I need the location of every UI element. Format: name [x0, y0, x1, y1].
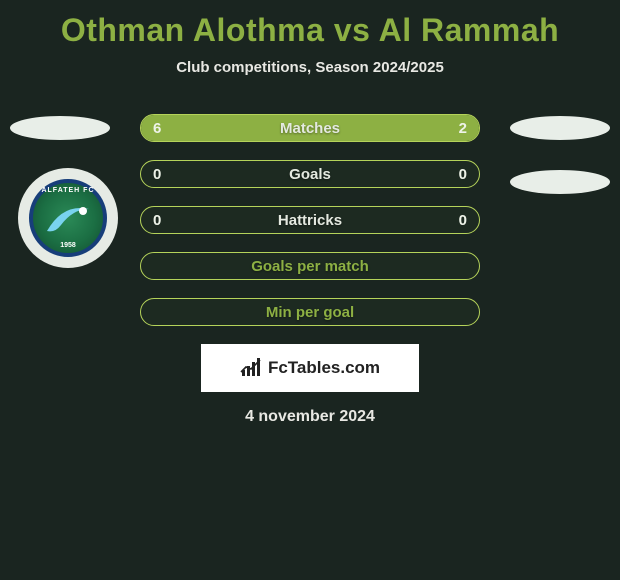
stat-label: Goals [141, 161, 479, 187]
stat-value-right: 0 [459, 161, 467, 187]
club-left-name: ALFATEH FC [33, 187, 103, 194]
stat-label: Matches [141, 115, 479, 141]
club-left-year: 1958 [33, 242, 103, 249]
stat-value-right: 2 [459, 115, 467, 141]
page-title: Othman Alothma vs Al Rammah [0, 0, 620, 49]
club-right-placeholder [510, 170, 610, 194]
brand-text: FcTables.com [268, 358, 380, 378]
stat-row-goals: 0 Goals 0 [140, 160, 480, 188]
bar-chart-icon [240, 358, 264, 378]
player-left-placeholder [10, 116, 110, 140]
stat-row-min-per-goal: Min per goal [140, 298, 480, 326]
club-left-badge-inner: ALFATEH FC 1958 [29, 179, 107, 257]
stat-row-goals-per-match: Goals per match [140, 252, 480, 280]
stat-label: Min per goal [141, 299, 479, 325]
stat-value-right: 0 [459, 207, 467, 233]
player-right-placeholder [510, 116, 610, 140]
stat-label: Goals per match [141, 253, 479, 279]
date-text: 4 november 2024 [0, 408, 620, 426]
club-left-badge: ALFATEH FC 1958 [18, 168, 118, 268]
comparison-stage: ALFATEH FC 1958 6 Matches 2 0 Goals 0 [0, 96, 620, 426]
page-subtitle: Club competitions, Season 2024/2025 [0, 59, 620, 76]
club-left-swoosh-icon [43, 201, 93, 241]
brand-box: FcTables.com [201, 344, 419, 392]
stat-bars: 6 Matches 2 0 Goals 0 0 Hattricks 0 Goal… [140, 96, 480, 326]
stat-row-matches: 6 Matches 2 [140, 114, 480, 142]
stat-label: Hattricks [141, 207, 479, 233]
stat-row-hattricks: 0 Hattricks 0 [140, 206, 480, 234]
